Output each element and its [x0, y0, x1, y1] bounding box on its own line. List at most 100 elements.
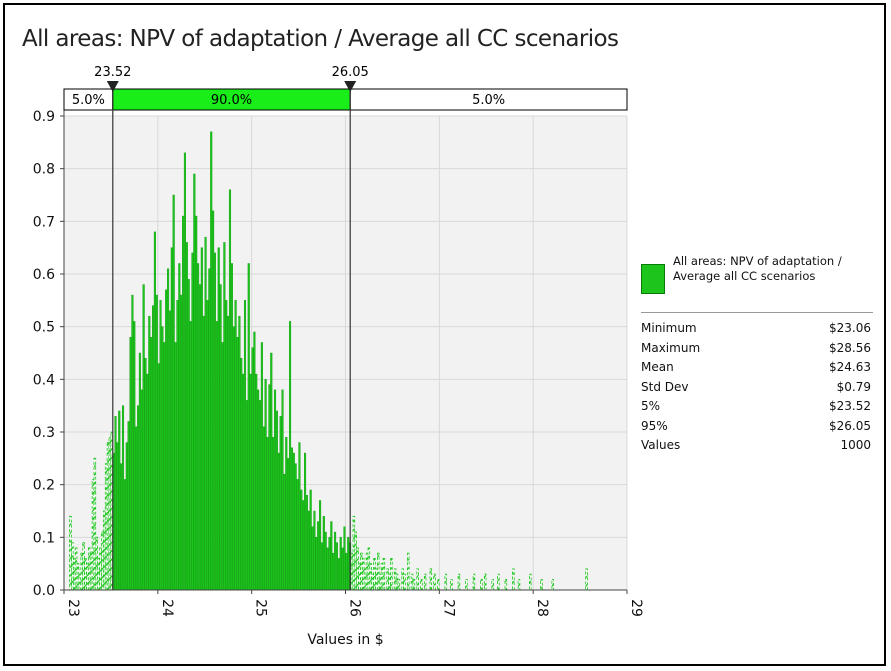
histogram-bar [249, 373, 252, 591]
histogram-bar [193, 173, 196, 591]
histogram-bar [118, 410, 121, 591]
histogram-bar [140, 389, 143, 591]
x-tick-label: 29 [628, 599, 644, 617]
x-tick-label: 24 [159, 599, 175, 617]
histogram-bar [210, 131, 213, 591]
histogram-bar [319, 500, 322, 591]
histogram-bar-tail [72, 558, 76, 591]
histogram-bar [176, 300, 179, 591]
histogram-bar-tail [429, 568, 433, 591]
histogram-bar [317, 521, 320, 591]
histogram-bar [153, 231, 156, 591]
x-tick-label: 26 [347, 599, 363, 617]
histogram-bar [315, 537, 318, 591]
histogram-bar [182, 215, 185, 591]
histogram-bar [178, 263, 181, 591]
histogram-bar-tail [108, 436, 112, 591]
histogram-bar [121, 405, 125, 591]
histogram-bar [150, 337, 153, 591]
histogram-bar [208, 268, 211, 591]
histogram-bar [326, 547, 329, 591]
histogram-bar-tail [378, 573, 382, 591]
histogram-bar [123, 479, 126, 591]
histogram-bar [213, 252, 217, 591]
histogram-bar [116, 442, 119, 591]
stats-table: Minimum $23.06 Maximum $28.56 Mean $24.63 S… [641, 319, 871, 456]
histogram-bar [202, 315, 205, 591]
histogram-bar [296, 479, 299, 591]
histogram-bar [163, 342, 166, 591]
stat-row: 5% $23.52 [641, 397, 871, 417]
histogram-bar-tail [403, 573, 406, 591]
histogram-bar-tail [393, 568, 397, 591]
histogram-bar [135, 426, 138, 591]
histogram-bar [328, 537, 331, 591]
histogram-bar-tail [444, 573, 448, 591]
histogram-bar-tail [401, 568, 404, 591]
histogram-bar [225, 300, 228, 591]
histogram-bar [260, 342, 263, 591]
histogram-bar-tail [416, 568, 419, 591]
histogram-bar [217, 247, 220, 591]
histogram-bar [114, 416, 117, 591]
histogram-bar-tail [407, 552, 410, 591]
histogram-bar-tail [356, 547, 359, 591]
histogram-bar-tail [352, 515, 356, 591]
histogram-bar [255, 373, 258, 591]
stat-name: Std Dev [641, 379, 689, 394]
histogram-bar [251, 347, 254, 591]
histogram-bar [243, 300, 247, 591]
stat-value: $28.56 [829, 340, 871, 355]
histogram-bar [219, 284, 222, 591]
histogram-bar-tail [390, 558, 393, 591]
histogram-bar [168, 310, 171, 591]
histogram-bar [131, 294, 134, 591]
histogram-bar [125, 442, 128, 591]
histogram-bar-tail [89, 552, 93, 591]
histogram-bar-tail [551, 579, 555, 591]
histogram-bar [212, 210, 215, 591]
legend-swatch [641, 264, 665, 294]
histogram-bar-tail [386, 568, 389, 591]
histogram-bar [172, 194, 175, 591]
x-tick-label: 27 [440, 599, 456, 617]
histogram-bar [300, 489, 303, 591]
histogram-bar [281, 389, 284, 591]
histogram-bar [264, 379, 267, 591]
histogram-bar-tail [397, 579, 401, 591]
stat-row: Mean $24.63 [641, 358, 871, 378]
histogram-bar [204, 236, 207, 591]
histogram-bar [242, 373, 245, 591]
histogram-bar [330, 521, 333, 591]
stat-value: 1000 [840, 438, 871, 452]
marker-left-triangle-icon[interactable] [106, 81, 119, 92]
y-tick-label: 0.6 [33, 267, 55, 283]
marker-right-triangle-icon[interactable] [344, 81, 357, 92]
histogram-bar-tail [480, 579, 483, 591]
stat-name: Minimum [641, 321, 697, 335]
stat-row: Maximum $28.56 [641, 339, 871, 359]
histogram-bar [197, 263, 200, 591]
histogram-bar-tail [437, 579, 440, 591]
marker-right-label: 26.05 [332, 65, 369, 80]
histogram-bar-tail [106, 442, 110, 591]
histogram-bar-tail [97, 558, 100, 591]
histogram-bar [272, 437, 275, 591]
histogram-bar-tail [103, 510, 106, 591]
histogram-bar-tail [373, 558, 376, 591]
histogram-bar [294, 463, 297, 591]
histogram-bar [257, 389, 260, 591]
histogram-bar [324, 531, 327, 591]
histogram-bar [127, 421, 130, 591]
histogram-bar-tail [483, 573, 487, 591]
histogram-bar [253, 331, 256, 591]
histogram-bar [292, 452, 295, 591]
histogram-bar-tail [95, 536, 98, 591]
histogram-bar [232, 326, 235, 591]
histogram-bar [133, 321, 136, 591]
histogram-bar [167, 268, 170, 591]
histogram-bar-tail [529, 573, 532, 591]
histogram-bar [187, 279, 190, 591]
band-middle-label: 90.0% [211, 93, 252, 108]
histogram-bar [313, 510, 316, 591]
